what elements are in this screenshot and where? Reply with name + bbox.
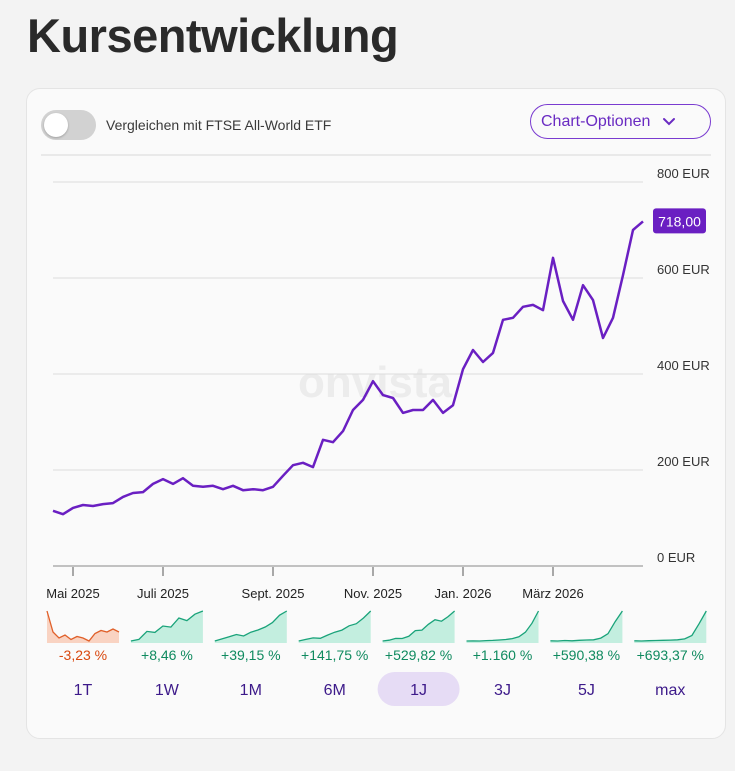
price-line [52, 220, 644, 516]
x-tick-label: Jan. 2026 [434, 586, 491, 601]
selected-pill [377, 672, 460, 706]
period-tab[interactable]: 1T [74, 682, 93, 699]
page-title: Kursentwicklung [27, 9, 399, 62]
x-tick-label: Sept. 2025 [242, 586, 305, 601]
change-label: -3,23 % [59, 647, 107, 663]
period-tab[interactable]: 1J [410, 682, 427, 699]
change-label: +590,38 % [553, 647, 620, 663]
y-tick-label: 0 EUR [657, 550, 695, 565]
period-tab[interactable]: 3J [494, 682, 511, 699]
period-tab[interactable]: 5J [578, 682, 595, 699]
sparkline-area [382, 611, 455, 643]
compare-toggle[interactable] [41, 110, 96, 140]
x-tick-label: Juli 2025 [137, 586, 189, 601]
sparkline-area [550, 611, 623, 643]
change-label: +39,15 % [221, 647, 281, 663]
sparkline [634, 610, 707, 642]
sparkline [130, 610, 204, 642]
change-label: +529,82 % [385, 647, 452, 663]
sparkline-area [298, 611, 371, 643]
sparkline [46, 610, 120, 642]
change-label: +8,46 % [141, 647, 193, 663]
sparkline [214, 610, 288, 642]
sparkline [298, 610, 372, 642]
sparkline-area [214, 611, 287, 643]
value-label-box [653, 208, 706, 234]
sparkline [550, 610, 623, 642]
y-tick-label: 200 EUR [657, 454, 710, 469]
sparkline [466, 610, 540, 642]
sparkline [382, 610, 456, 642]
sparkline-area [466, 611, 539, 643]
sparkline-area [634, 611, 707, 643]
x-tick-label: Nov. 2025 [344, 586, 402, 601]
period-tab[interactable]: 1M [240, 682, 262, 699]
x-tick-label: März 2026 [522, 586, 583, 601]
chart-options-button[interactable]: Chart-Optionen [530, 104, 711, 139]
period-tab[interactable]: max [655, 682, 685, 699]
period-tab[interactable]: 1W [155, 682, 180, 699]
change-label: +693,37 % [637, 647, 704, 663]
y-tick-label: 800 EUR [657, 166, 710, 181]
y-tick-label: 600 EUR [657, 262, 710, 277]
x-tick-label: Mai 2025 [46, 586, 99, 601]
period-tab[interactable]: 6M [324, 682, 346, 699]
change-label: +1.160 % [473, 647, 533, 663]
plot-area: 0 EUR 200 EUR 400 EUR 600 EUR 800 EUR [657, 166, 710, 565]
value-label: 718,00 [658, 213, 701, 229]
button-label: Chart-Optionen [541, 112, 651, 130]
y-tick-label: 400 EUR [657, 358, 710, 373]
toggle-knob [44, 113, 68, 137]
compare-label: Vergleichen mit FTSE All-World ETF [106, 117, 332, 133]
change-label: +141,75 % [301, 647, 368, 663]
chevron-icon [663, 117, 676, 125]
